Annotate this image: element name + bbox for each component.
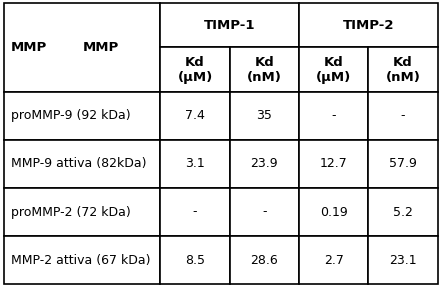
Bar: [4, 92, 160, 140]
Text: 28.6: 28.6: [251, 254, 278, 267]
Text: TIMP-2: TIMP-2: [343, 19, 394, 32]
Bar: [299, 188, 368, 236]
Text: 23.9: 23.9: [251, 158, 278, 170]
Bar: [368, 236, 438, 284]
Text: -: -: [262, 205, 267, 218]
Bar: [230, 92, 299, 140]
Bar: [299, 3, 438, 47]
Text: 8.5: 8.5: [185, 254, 205, 267]
Text: MMP: MMP: [82, 41, 118, 54]
Bar: [4, 188, 160, 236]
Bar: [160, 92, 230, 140]
Text: 2.7: 2.7: [324, 254, 343, 267]
Bar: [160, 188, 230, 236]
Bar: [299, 47, 368, 92]
Bar: [299, 140, 368, 188]
Bar: [160, 140, 230, 188]
Text: Kd
(nM): Kd (nM): [247, 56, 282, 84]
Text: -: -: [332, 109, 336, 122]
Text: MMP: MMP: [11, 41, 47, 54]
Text: 23.1: 23.1: [389, 254, 417, 267]
Bar: [160, 236, 230, 284]
Bar: [230, 140, 299, 188]
Bar: [230, 47, 299, 92]
Bar: [368, 92, 438, 140]
Text: -: -: [401, 109, 405, 122]
Bar: [160, 3, 299, 47]
Bar: [230, 188, 299, 236]
Text: MMP-2 attiva (67 kDa): MMP-2 attiva (67 kDa): [11, 254, 151, 267]
Text: -: -: [193, 205, 197, 218]
Text: 3.1: 3.1: [185, 158, 205, 170]
Text: proMMP-9 (92 kDa): proMMP-9 (92 kDa): [11, 109, 131, 122]
Text: 12.7: 12.7: [320, 158, 347, 170]
Text: 57.9: 57.9: [389, 158, 417, 170]
Bar: [4, 140, 160, 188]
Text: MMP-9 attiva (82kDa): MMP-9 attiva (82kDa): [11, 158, 147, 170]
Text: 5.2: 5.2: [393, 205, 413, 218]
Text: 0.19: 0.19: [320, 205, 347, 218]
Text: 35: 35: [256, 109, 272, 122]
Text: proMMP-2 (72 kDa): proMMP-2 (72 kDa): [11, 205, 131, 218]
Bar: [368, 140, 438, 188]
Bar: [160, 47, 230, 92]
Text: Kd
(μM): Kd (μM): [177, 56, 213, 84]
Text: Kd
(μM): Kd (μM): [316, 56, 351, 84]
Bar: [230, 236, 299, 284]
Bar: [368, 188, 438, 236]
Bar: [368, 47, 438, 92]
Text: Kd
(nM): Kd (nM): [385, 56, 420, 84]
Text: 7.4: 7.4: [185, 109, 205, 122]
Text: TIMP-1: TIMP-1: [204, 19, 255, 32]
Bar: [4, 3, 160, 92]
Bar: [299, 92, 368, 140]
Bar: [299, 236, 368, 284]
Bar: [4, 236, 160, 284]
